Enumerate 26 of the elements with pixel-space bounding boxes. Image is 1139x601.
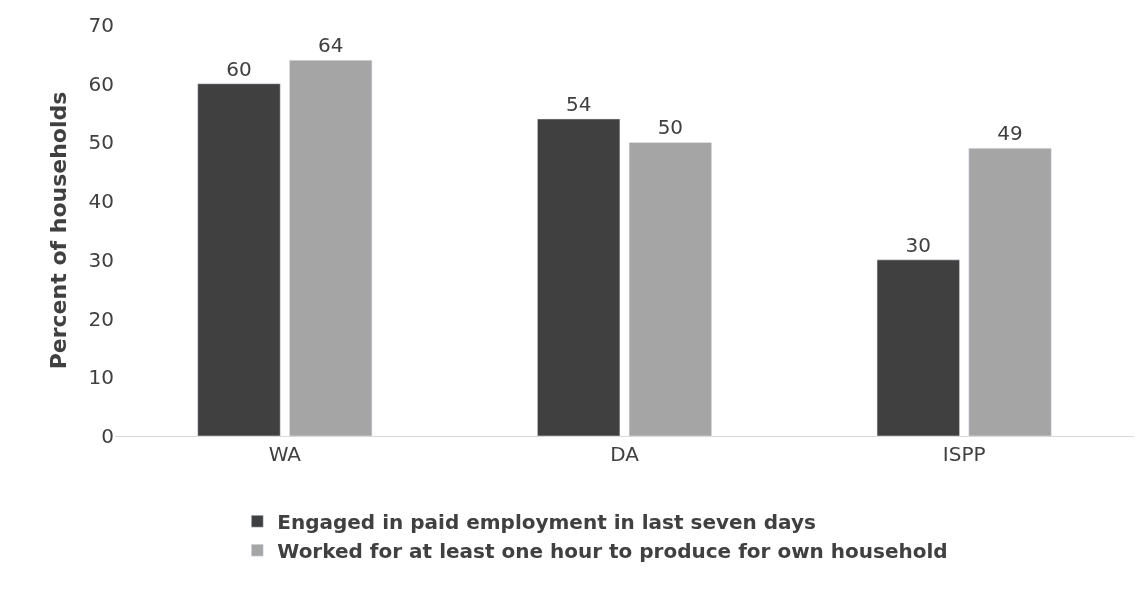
- x-tick-label: ISPP: [942, 442, 986, 466]
- bar: [197, 83, 281, 436]
- y-tick-label: 20: [88, 306, 114, 331]
- legend-label: Engaged in paid employment in last seven days: [277, 510, 816, 535]
- bar: [537, 118, 621, 436]
- y-tick-label: 70: [88, 13, 114, 37]
- data-label: 50: [657, 115, 684, 140]
- y-tick-label: 60: [88, 71, 114, 96]
- y-tick-label: 40: [88, 189, 114, 214]
- x-tick-label: WA: [268, 442, 302, 466]
- data-label: 54: [565, 91, 592, 116]
- data-label: 64: [317, 33, 344, 58]
- data-label: 49: [997, 121, 1023, 146]
- y-tick-label: 0: [101, 424, 114, 448]
- data-label: 60: [226, 56, 252, 81]
- data-label: 30: [905, 232, 932, 257]
- bar: [289, 59, 373, 436]
- x-tick-label: DA: [610, 442, 640, 466]
- y-tick-label: 50: [88, 130, 114, 155]
- y-axis-title: Percent of households: [46, 91, 72, 370]
- bar: [968, 148, 1052, 436]
- bar: [628, 142, 712, 436]
- y-tick-label: 10: [88, 365, 114, 390]
- y-tick-label: 30: [88, 247, 114, 272]
- bar: [876, 259, 960, 436]
- legend-label: Worked for at least one hour to produce for own household: [277, 539, 948, 564]
